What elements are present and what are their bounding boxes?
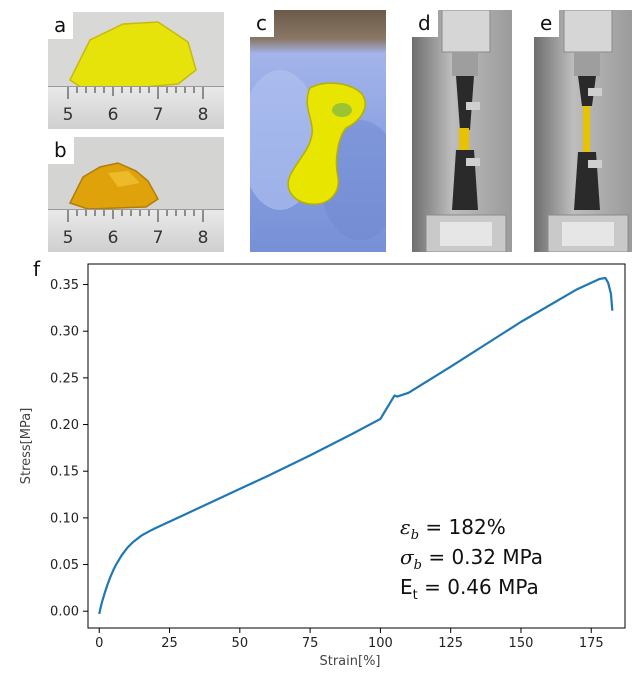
tensile-tester-e	[547, 10, 629, 252]
ruler-a-number-6: 6	[107, 105, 119, 125]
panel-letter-a: a	[48, 12, 74, 39]
ruler-b-number-6: 6	[107, 228, 119, 248]
ruler-b-number-7: 7	[152, 228, 164, 248]
photo-panel-b: 5 6 7 8 b	[48, 137, 224, 252]
panel-letter-f: f	[33, 257, 41, 281]
panel-letter-c: c	[250, 10, 274, 37]
y-tick-label: 0.20	[50, 418, 79, 433]
dogbone-sample-c	[250, 70, 386, 240]
epsilon-subscript: b	[410, 528, 420, 543]
y-tick-label: 0.15	[50, 465, 79, 480]
x-tick-label: 175	[579, 636, 604, 651]
x-axis-label: Strain[%]	[319, 654, 380, 669]
x-tick-label: 50	[232, 636, 249, 651]
x-axis-ticks: 0 25 50 75 100 125 150 175	[95, 628, 604, 651]
series-line-stress-strain	[98, 276, 614, 615]
annotation-break-stress: σb = 0.32 MPa	[400, 545, 543, 573]
panel-letter-d: d	[412, 10, 438, 37]
x-tick-label: 0	[95, 636, 103, 651]
elongation-value: = 182%	[419, 515, 506, 539]
sigma-symbol: σ	[400, 545, 414, 569]
break-stress-value: = 0.32 MPa	[421, 545, 544, 569]
x-tick-label: 75	[302, 636, 319, 651]
y-tick-label: 0.10	[50, 511, 79, 526]
x-tick-label: 125	[438, 636, 463, 651]
y-axis-ticks: 0.00 0.05 0.10 0.15 0.20 0.25 0.30 0.35	[50, 278, 88, 620]
sample-film-b	[68, 162, 159, 210]
panel-letter-b: b	[48, 137, 74, 164]
y-tick-label: 0.25	[50, 371, 79, 386]
tensile-tester-d	[425, 10, 507, 252]
x-tick-label: 150	[509, 636, 534, 651]
photo-panel-c: c	[250, 10, 386, 252]
photo-panel-e: e	[534, 10, 632, 252]
y-axis-label: Stress[MPa]	[19, 408, 34, 485]
ruler-a-number-7: 7	[152, 105, 164, 125]
ruler-b-number-5: 5	[62, 228, 74, 248]
y-tick-label: 0.35	[50, 278, 79, 293]
x-tick-label: 25	[161, 636, 178, 651]
sigma-subscript: b	[413, 558, 422, 573]
modulus-value: = 0.46 MPa	[417, 575, 539, 599]
panel-letter-e: e	[534, 10, 560, 37]
modulus-symbol: E	[400, 575, 413, 599]
photo-panel-a: 5 6 7 8 a	[48, 12, 224, 129]
y-tick-label: 0.00	[50, 605, 79, 620]
photo-panel-d: d	[412, 10, 512, 252]
epsilon-symbol: ε	[400, 515, 411, 539]
plot-frame	[87, 263, 626, 629]
annotation-elongation: εb = 182%	[400, 515, 506, 543]
y-tick-label: 0.30	[50, 325, 79, 340]
annotation-tensile-modulus: Et = 0.46 MPa	[400, 575, 539, 603]
ruler-b: 5 6 7 8	[48, 209, 224, 252]
ruler-b-number-8: 8	[197, 228, 209, 248]
y-tick-label: 0.05	[50, 558, 79, 573]
ruler-a: 5 6 7 8	[48, 86, 224, 129]
ruler-a-number-8: 8	[197, 105, 209, 125]
modulus-subscript: t	[412, 588, 418, 603]
x-tick-label: 100	[368, 636, 393, 651]
ruler-a-number-5: 5	[62, 105, 74, 125]
